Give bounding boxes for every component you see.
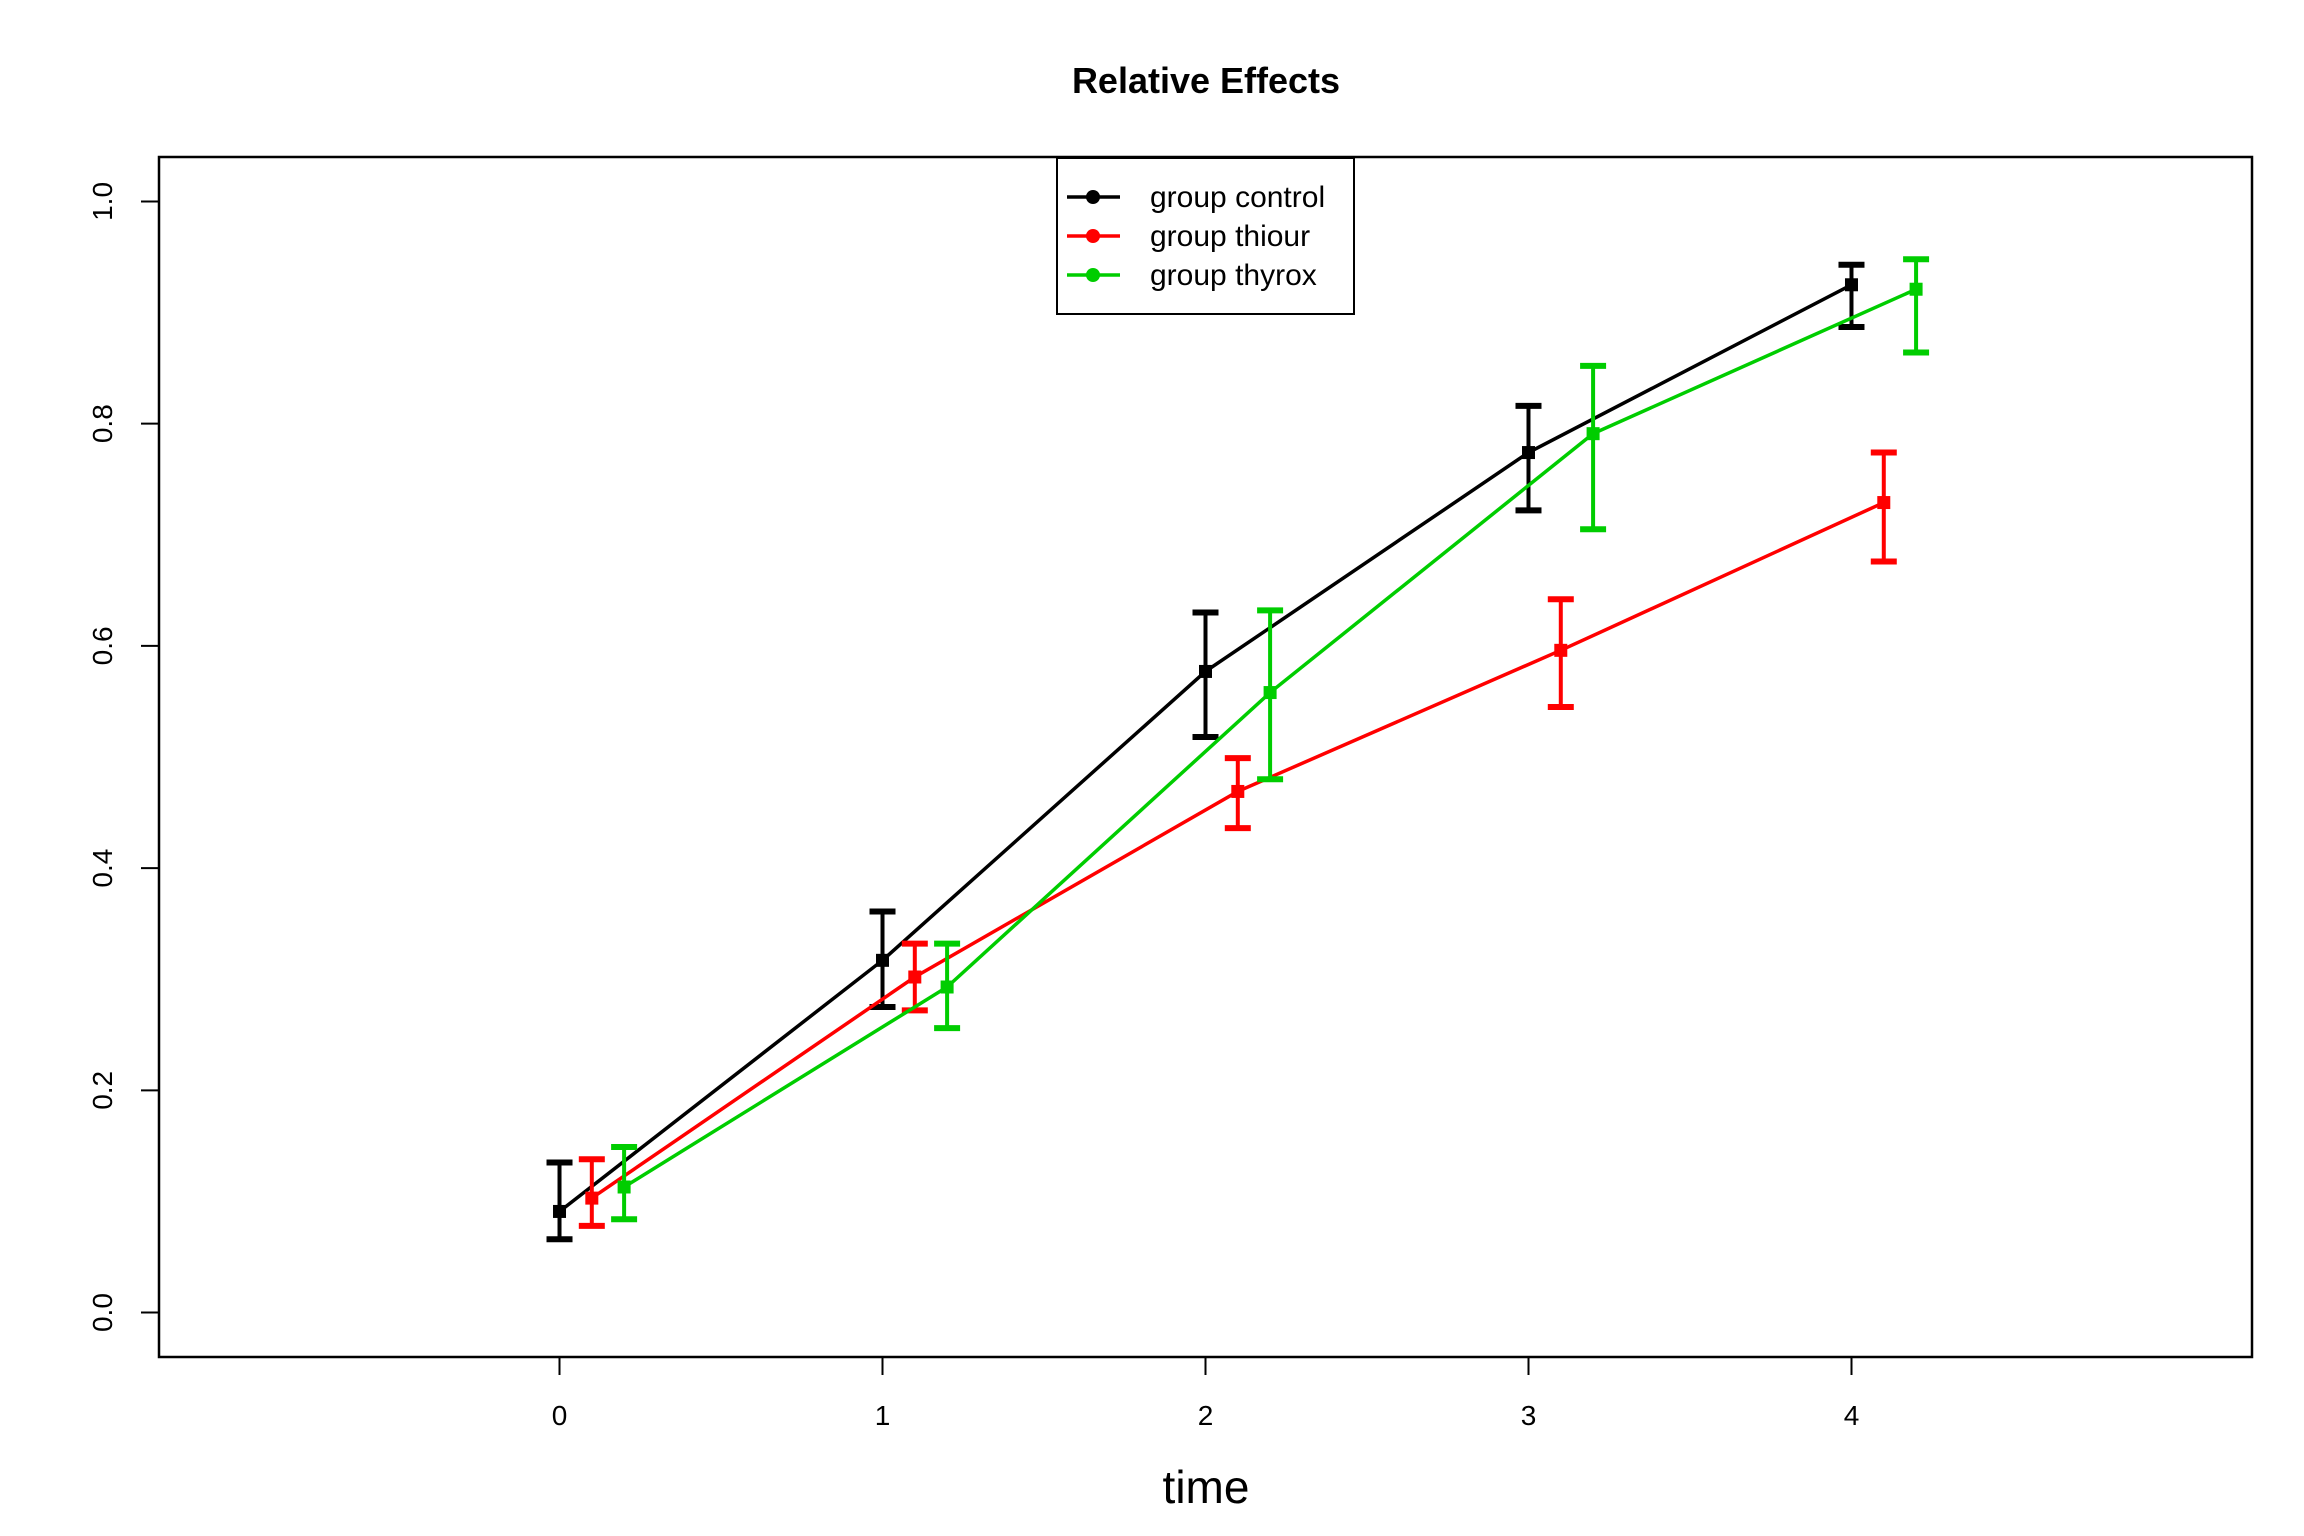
x-tick-label: 3 bbox=[1521, 1400, 1537, 1431]
y-tick-label: 0.4 bbox=[87, 849, 118, 888]
data-point bbox=[1199, 664, 1212, 678]
x-axis: 0 1 2 3 4 bbox=[552, 1356, 1860, 1431]
legend-label: group thiour bbox=[1150, 220, 1310, 253]
y-tick-label: 0.2 bbox=[87, 1071, 118, 1110]
data-point bbox=[1231, 784, 1245, 798]
chart-title: Relative Effects bbox=[1072, 60, 1340, 101]
data-point bbox=[1844, 278, 1858, 292]
x-tick-label: 0 bbox=[552, 1400, 568, 1431]
data-point bbox=[908, 970, 922, 984]
legend-label: group thyrox bbox=[1150, 259, 1317, 292]
legend-label: group control bbox=[1150, 181, 1325, 214]
series-group bbox=[578, 449, 1897, 1229]
data-point bbox=[1554, 643, 1568, 657]
legend-entry: group thiour bbox=[1067, 220, 1310, 253]
legend-entry: group thyrox bbox=[1067, 259, 1317, 292]
y-tick-label: 0.6 bbox=[87, 626, 118, 665]
legend-entry: group control bbox=[1067, 181, 1325, 214]
x-tick-label: 1 bbox=[875, 1400, 891, 1431]
series-layer bbox=[546, 256, 1930, 1243]
data-point bbox=[617, 1180, 631, 1194]
y-axis: 0.0 0.2 0.4 0.6 0.8 1.0 bbox=[87, 182, 160, 1332]
y-tick-label: 0.8 bbox=[87, 404, 118, 443]
data-point bbox=[940, 980, 954, 994]
series-group bbox=[546, 261, 1865, 1243]
x-tick-label: 2 bbox=[1198, 1400, 1214, 1431]
data-point bbox=[1586, 427, 1600, 441]
series-group bbox=[611, 256, 1930, 1223]
data-point bbox=[876, 953, 890, 967]
series-line bbox=[590, 500, 1885, 1200]
data-point bbox=[585, 1191, 599, 1205]
legend-swatch-point bbox=[1086, 229, 1100, 243]
x-tick-label: 4 bbox=[1844, 1400, 1860, 1431]
y-tick-label: 0.0 bbox=[87, 1293, 118, 1332]
x-axis-title: time bbox=[1163, 1461, 1250, 1513]
data-point bbox=[1521, 446, 1535, 460]
plot-frame bbox=[157, 155, 2254, 1359]
legend-swatch-point bbox=[1086, 268, 1100, 282]
data-point bbox=[1877, 496, 1891, 510]
data-point bbox=[553, 1204, 567, 1218]
series-line bbox=[558, 283, 1853, 1213]
y-tick-label: 1.0 bbox=[87, 182, 118, 221]
data-point bbox=[1263, 686, 1277, 700]
legend-swatch-point bbox=[1086, 190, 1100, 204]
data-point bbox=[1909, 282, 1923, 296]
legend: group control group thiour group thyrox bbox=[1056, 157, 1355, 315]
